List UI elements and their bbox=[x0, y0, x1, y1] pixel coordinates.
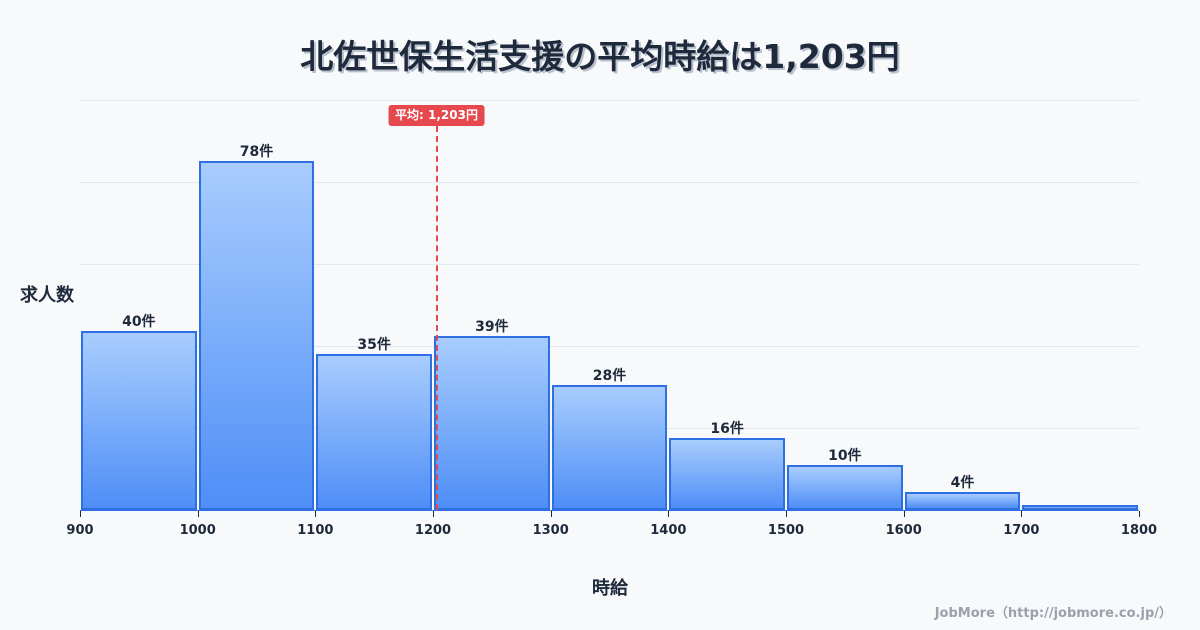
histogram-bar bbox=[904, 492, 1021, 510]
source-credit: JobMore（http://jobmore.co.jp/） bbox=[934, 606, 1172, 621]
histogram-bar bbox=[669, 438, 785, 510]
bar-value-label: 78件 bbox=[239, 144, 274, 161]
x-tick-label: 900 bbox=[66, 523, 94, 538]
histogram-bar bbox=[787, 465, 903, 510]
bar-value-label: 10件 bbox=[828, 448, 862, 465]
histogram-bar bbox=[1022, 505, 1138, 510]
x-tick-label: 1000 bbox=[179, 523, 216, 538]
bar-value-label: 40件 bbox=[122, 314, 156, 331]
x-tick-label: 1600 bbox=[885, 523, 922, 538]
bar-value-label: 28件 bbox=[592, 367, 627, 384]
x-tick bbox=[315, 511, 317, 517]
gridline bbox=[80, 182, 1139, 183]
histogram-bar bbox=[551, 384, 668, 510]
y-axis-label: 求人数 bbox=[20, 285, 74, 306]
bar-value-label: 39件 bbox=[475, 318, 509, 335]
x-axis-label: 時給 bbox=[592, 578, 628, 599]
x-tick-label: 1100 bbox=[297, 523, 334, 538]
x-axis-line bbox=[80, 510, 1139, 511]
gridline bbox=[80, 100, 1139, 101]
x-tick-label: 1300 bbox=[532, 523, 569, 538]
x-tick bbox=[550, 511, 552, 517]
histogram-bar bbox=[198, 161, 315, 510]
histogram-bar bbox=[81, 331, 197, 510]
x-tick-label: 1700 bbox=[1003, 523, 1040, 538]
x-tick-label: 1800 bbox=[1120, 523, 1158, 538]
chart-title: 北佐世保生活支援の平均時給は1,203円 bbox=[300, 37, 900, 76]
mean-badge: 平均: 1,203円 bbox=[388, 105, 485, 126]
bar-value-label: 16件 bbox=[710, 421, 744, 438]
plot-area: 40件 78件 35件 39件 28件 16件 10件 4件 bbox=[80, 100, 1139, 510]
x-tick-label: 1200 bbox=[414, 523, 452, 538]
x-tick-label: 1400 bbox=[650, 523, 687, 538]
bar-value-label: 35件 bbox=[357, 336, 391, 353]
x-tick bbox=[433, 511, 434, 517]
bar-value-label: 4件 bbox=[950, 475, 975, 492]
histogram-bar bbox=[434, 335, 550, 510]
x-tick bbox=[1021, 511, 1023, 517]
x-tick bbox=[903, 511, 905, 517]
x-tick bbox=[786, 511, 787, 517]
x-tick bbox=[668, 511, 670, 517]
gridline bbox=[80, 264, 1139, 265]
x-tick bbox=[80, 511, 81, 517]
histogram-bar bbox=[316, 353, 432, 510]
x-tick-label: 1500 bbox=[767, 523, 805, 538]
gridline bbox=[80, 346, 1139, 347]
x-tick bbox=[1139, 511, 1140, 517]
mean-line bbox=[435, 126, 438, 510]
x-tick bbox=[197, 511, 199, 517]
